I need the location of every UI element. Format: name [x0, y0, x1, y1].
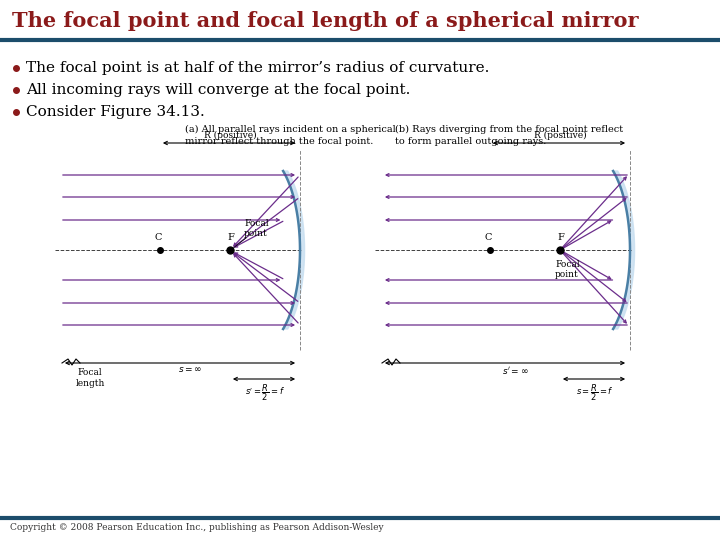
Text: The focal point and focal length of a spherical mirror: The focal point and focal length of a sp…	[12, 11, 639, 31]
Text: (b) Rays diverging from the focal point reflect
to form parallel outgoing rays.: (b) Rays diverging from the focal point …	[395, 125, 623, 146]
Text: R (positive): R (positive)	[534, 131, 586, 140]
Text: F: F	[557, 233, 564, 242]
Text: F: F	[228, 233, 235, 242]
Text: (a) All parallel rays incident on a spherical
mirror reflect through the focal p: (a) All parallel rays incident on a sphe…	[185, 125, 396, 146]
Text: R (positive): R (positive)	[204, 131, 256, 140]
Polygon shape	[613, 171, 634, 329]
Polygon shape	[283, 171, 305, 329]
Text: $s' = \infty$: $s' = \infty$	[502, 365, 528, 376]
Text: Consider Figure 34.13.: Consider Figure 34.13.	[26, 105, 204, 119]
Text: Copyright © 2008 Pearson Education Inc., publishing as Pearson Addison-Wesley: Copyright © 2008 Pearson Education Inc.,…	[10, 523, 384, 532]
Text: C: C	[485, 233, 492, 242]
Text: Focal
point: Focal point	[244, 219, 269, 238]
Text: All incoming rays will converge at the focal point.: All incoming rays will converge at the f…	[26, 83, 410, 97]
Text: C: C	[154, 233, 162, 242]
Text: The focal point is at half of the mirror’s radius of curvature.: The focal point is at half of the mirror…	[26, 61, 490, 75]
Text: Focal
point: Focal point	[555, 260, 580, 279]
Text: $s = \infty$: $s = \infty$	[178, 365, 202, 374]
Text: $s = \dfrac{R}{2} = f$: $s = \dfrac{R}{2} = f$	[576, 382, 614, 403]
Text: Focal
length: Focal length	[76, 368, 104, 388]
Text: $s' = \dfrac{R}{2} = f$: $s' = \dfrac{R}{2} = f$	[245, 382, 285, 403]
